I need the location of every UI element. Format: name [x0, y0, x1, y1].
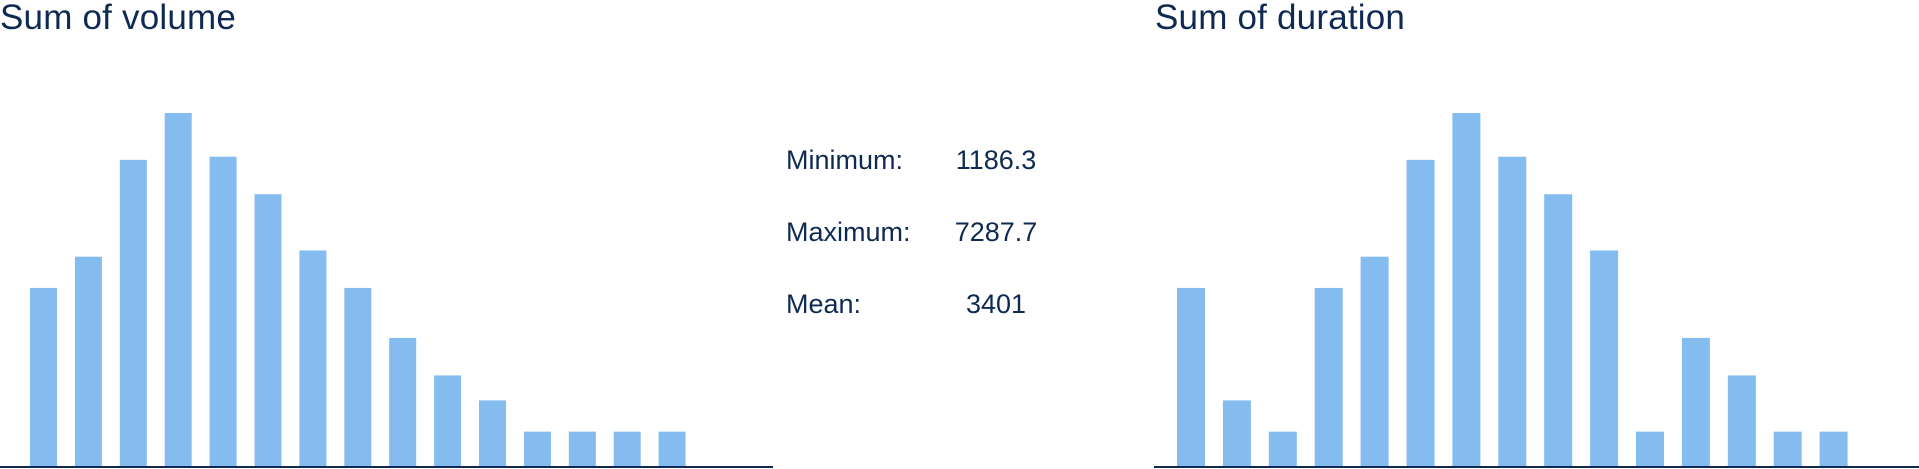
volume-bar-13	[568, 431, 596, 466]
duration-bar-12	[1681, 337, 1710, 466]
volume-bar-12	[523, 431, 551, 466]
volume-bar-10	[434, 375, 462, 466]
duration-bar-15	[1819, 431, 1848, 466]
volume-bar-3	[119, 159, 147, 467]
stat-mean: Mean: 3401	[786, 289, 1056, 361]
stat-minimum: Minimum: 1186.3	[786, 145, 1056, 217]
duration-bar-4	[1314, 287, 1343, 466]
stat-maximum-label: Maximum:	[786, 217, 911, 247]
stat-minimum-value: 1186.3	[955, 145, 1037, 175]
duration-bar-14	[1773, 431, 1802, 466]
stat-mean-value: 3401	[965, 289, 1027, 319]
volume-bar-9	[389, 337, 417, 466]
duration-bar-11	[1636, 431, 1664, 466]
volume-bar-7	[299, 250, 327, 466]
stat-maximum-value: 7287.7	[954, 217, 1038, 247]
chart-title-duration: Sum of duration	[1155, 0, 1406, 37]
duration-bar-7	[1452, 113, 1481, 466]
volume-histogram	[0, 113, 773, 468]
duration-histogram	[1154, 113, 1919, 468]
volume-bar-1	[30, 287, 57, 466]
stat-mean-label: Mean:	[786, 289, 862, 319]
duration-bar-13	[1727, 375, 1756, 466]
duration-bar-10	[1590, 250, 1619, 466]
volume-bar-4	[164, 113, 192, 466]
duration-bar-5	[1360, 256, 1389, 466]
duration-bar-6	[1406, 159, 1435, 467]
chart-title-volume: Sum of volume	[0, 0, 237, 37]
volume-bar-8	[344, 287, 372, 466]
volume-bar-2	[74, 256, 102, 466]
volume-bar-14	[613, 431, 641, 466]
duration-bar-1	[1177, 287, 1205, 466]
duration-bar-2	[1222, 400, 1251, 466]
duration-bar-9	[1544, 194, 1573, 466]
stat-minimum-label: Minimum:	[786, 145, 904, 175]
stat-maximum: Maximum: 7287.7	[786, 217, 1056, 289]
volume-bar-6	[254, 194, 282, 466]
volume-bar-15	[658, 431, 686, 466]
volume-bar-5	[209, 156, 237, 467]
statistics-panel: Minimum: 1186.3 Maximum: 7287.7 Mean: 34…	[786, 145, 1056, 361]
duration-bar-8	[1498, 156, 1527, 467]
volume-bar-11	[479, 400, 506, 466]
duration-bar-3	[1268, 431, 1297, 466]
